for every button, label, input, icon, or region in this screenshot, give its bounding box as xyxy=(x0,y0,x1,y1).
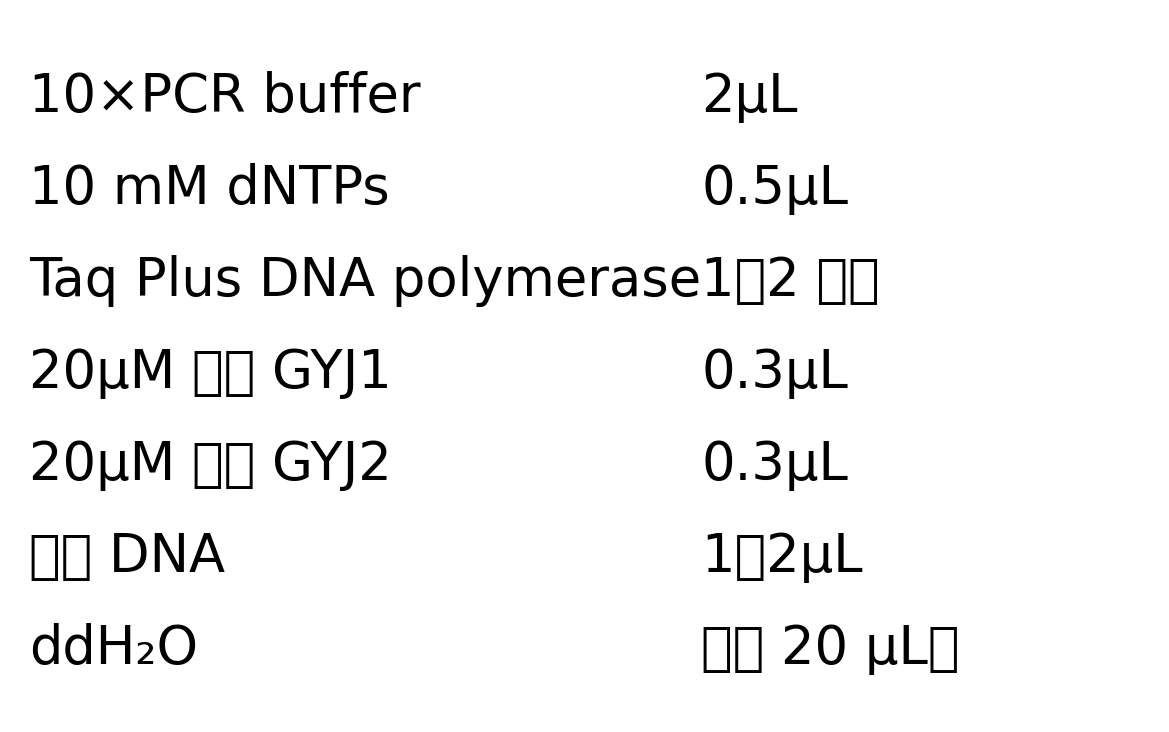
Text: 10×PCR buffer: 10×PCR buffer xyxy=(29,71,421,123)
Text: 加至 20 μL。: 加至 20 μL。 xyxy=(701,624,960,676)
Text: ddH₂O: ddH₂O xyxy=(29,624,199,676)
Text: Taq Plus DNA polymerase: Taq Plus DNA polymerase xyxy=(29,255,701,307)
Text: 0.3μL: 0.3μL xyxy=(701,347,849,400)
Text: 1～2μL: 1～2μL xyxy=(701,531,863,583)
Text: 10 mM dNTPs: 10 mM dNTPs xyxy=(29,163,390,215)
Text: 2μL: 2μL xyxy=(701,71,798,123)
Text: 0.3μL: 0.3μL xyxy=(701,439,849,491)
Text: 20μM 引物 GYJ2: 20μM 引物 GYJ2 xyxy=(29,439,392,491)
Text: 1～2 单位: 1～2 单位 xyxy=(701,255,880,307)
Text: 模板 DNA: 模板 DNA xyxy=(29,531,226,583)
Text: 20μM 引物 GYJ1: 20μM 引物 GYJ1 xyxy=(29,347,392,400)
Text: 0.5μL: 0.5μL xyxy=(701,163,849,215)
